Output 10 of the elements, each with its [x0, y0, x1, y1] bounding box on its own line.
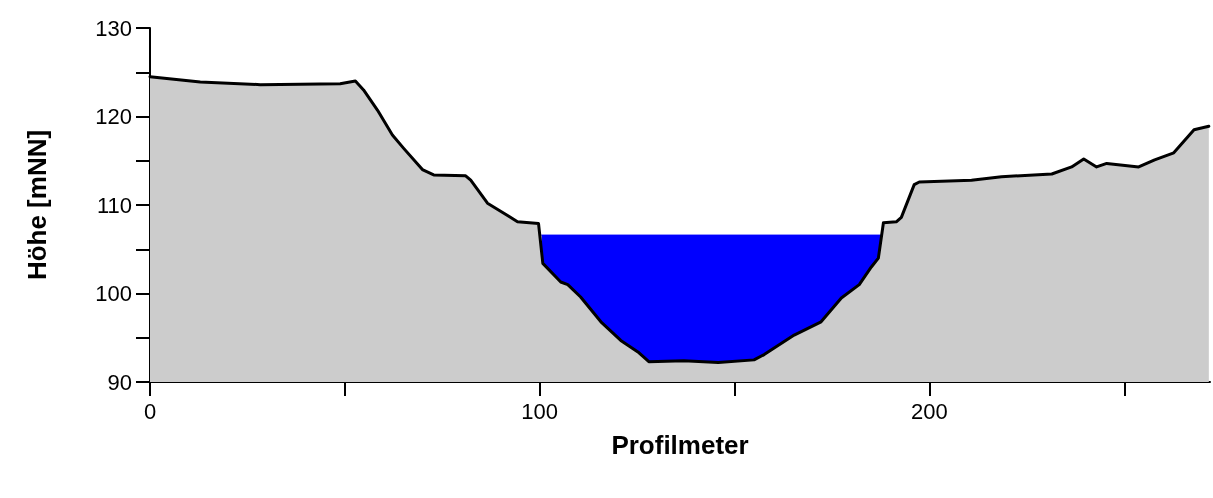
- y-tick-label: 90: [107, 369, 132, 395]
- y-axis-title: Höhe [mNN]: [22, 129, 52, 281]
- y-tick-label: 120: [95, 104, 132, 129]
- x-tick-label: 0: [143, 398, 157, 424]
- x-tick-label: 200: [911, 398, 948, 424]
- y-tick-label: 100: [95, 281, 132, 306]
- y-tick-label: 110: [96, 192, 132, 218]
- y-tick-label: 130: [95, 15, 132, 41]
- x-tick-label: 100: [521, 398, 559, 424]
- x-axis-title: Profilmeter: [611, 430, 749, 460]
